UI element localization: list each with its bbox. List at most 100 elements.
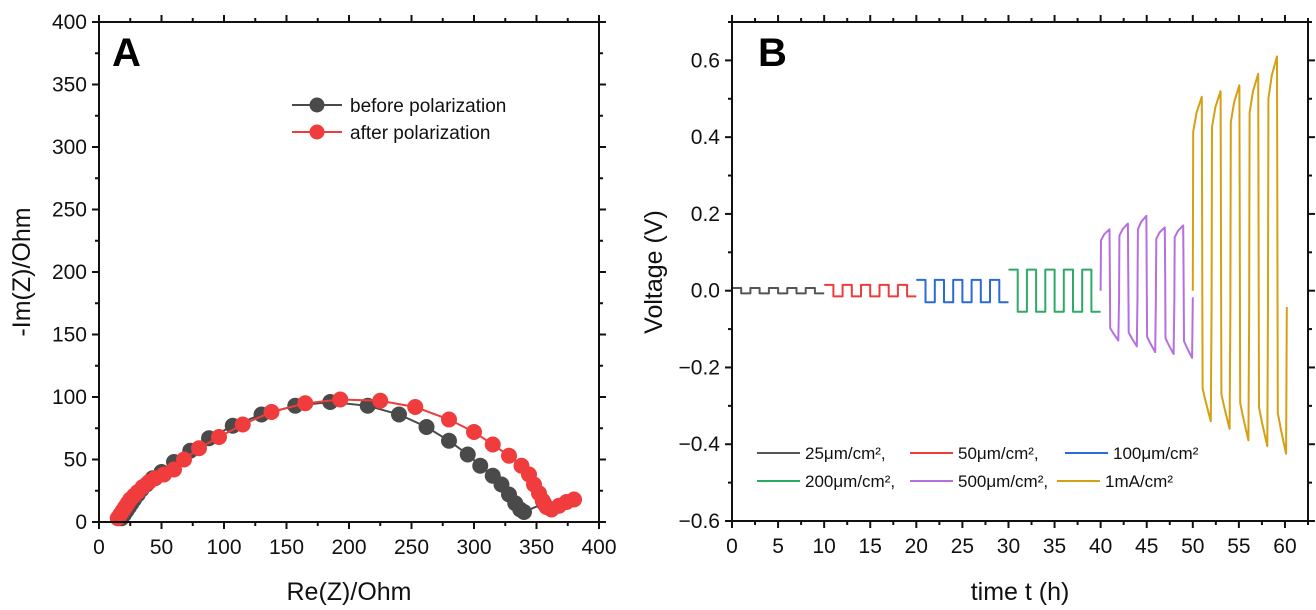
panel-a-series-layer xyxy=(109,391,582,527)
x-tick-label: 60 xyxy=(1273,535,1296,558)
panel-b-series-layer xyxy=(732,55,1288,455)
x-tick-label: 45 xyxy=(1135,535,1158,558)
legend-label: after polarization xyxy=(350,123,490,144)
x-tick-label: 55 xyxy=(1227,535,1250,558)
y-tick-label: 50 xyxy=(64,449,87,472)
x-tick-label: 200 xyxy=(331,536,366,559)
series-3 xyxy=(1008,268,1101,313)
y-tick-label: 100 xyxy=(52,386,87,409)
legend-item: 100μm/cm² xyxy=(1065,444,1199,463)
panel-b-voltage-chart: 0 5 10 15 20 25 30 35 40 45 50 55 60 −0.6 −0.4 −0.2 0.0 0… xyxy=(640,15,1315,606)
panel-a-ticks: 0 50 100 150 200 250 300 350 400 0 50 100 150 200 250 3… xyxy=(52,11,617,559)
legend-item: 25μm/cm², xyxy=(757,444,886,463)
data-point xyxy=(332,391,349,408)
y-tick-label: 400 xyxy=(52,11,87,34)
y-tick-label: −0.4 xyxy=(679,433,721,456)
legend-item: 200μm/cm², xyxy=(757,472,895,491)
data-point xyxy=(418,419,435,435)
panel-a-xlabel: Re(Z)/Ohm xyxy=(287,578,412,606)
data-point xyxy=(516,504,532,520)
series-5 xyxy=(1191,55,1288,455)
series-0 xyxy=(732,287,825,295)
panel-a-plot-frame xyxy=(98,21,600,523)
y-tick-label: 0.0 xyxy=(691,280,720,303)
data-point xyxy=(372,392,389,409)
x-tick-label: 0 xyxy=(93,536,105,559)
series-line xyxy=(1099,214,1194,359)
legend-label: 1mA/cm² xyxy=(1105,472,1173,491)
y-tick-label: 300 xyxy=(52,136,87,159)
x-tick-label: 350 xyxy=(519,536,554,559)
panel-b-legend: 25μm/cm², 50μm/cm², 100μm/cm² 200μm/cm², 500… xyxy=(757,444,1199,491)
y-tick-label: 200 xyxy=(52,261,87,284)
data-point xyxy=(407,399,424,415)
legend-label: 25μm/cm², xyxy=(805,444,886,463)
series-line xyxy=(732,287,825,295)
y-tick-label: 150 xyxy=(52,324,87,347)
data-point xyxy=(472,457,489,474)
legend-item: 50μm/cm², xyxy=(910,444,1039,463)
data-point xyxy=(391,406,407,423)
series-1 xyxy=(824,283,917,298)
x-tick-label: 15 xyxy=(859,535,882,558)
x-tick-label: 150 xyxy=(269,536,304,559)
x-tick-label: 0 xyxy=(726,535,738,558)
data-point xyxy=(176,451,192,468)
legend-item: 500μm/cm², xyxy=(910,472,1048,491)
data-point xyxy=(211,429,227,445)
x-tick-label: 250 xyxy=(394,536,429,559)
data-point xyxy=(459,446,476,463)
data-point xyxy=(234,416,251,433)
series-line xyxy=(916,278,1009,304)
data-point xyxy=(566,491,582,508)
y-tick-label: 0 xyxy=(75,511,87,534)
x-tick-label: 50 xyxy=(150,536,173,559)
data-point xyxy=(191,440,207,457)
panel-a-legend: before polarization after polarization xyxy=(292,96,506,144)
y-tick-label: −0.2 xyxy=(679,356,720,379)
y-tick-label: 250 xyxy=(52,199,87,222)
panel-b-ticks: 0 5 10 15 20 25 30 35 40 45 50 55 60 −0.6 −0.4 −0.2 0.0 0… xyxy=(679,15,1315,558)
y-tick-label: 350 xyxy=(52,74,87,97)
legend-label: before polarization xyxy=(350,96,506,117)
data-point xyxy=(466,424,482,440)
x-tick-label: 40 xyxy=(1089,535,1112,558)
y-tick-label: 0.2 xyxy=(691,203,720,226)
x-tick-label: 300 xyxy=(456,536,491,559)
panel-b-ylabel: Voltage (V) xyxy=(640,210,668,334)
y-tick-label: 0.4 xyxy=(691,126,721,149)
legend-label: 50μm/cm², xyxy=(958,444,1039,463)
x-tick-label: 30 xyxy=(997,535,1020,558)
data-point xyxy=(441,411,457,428)
x-tick-label: 35 xyxy=(1043,535,1066,558)
x-tick-label: 10 xyxy=(812,535,835,558)
x-tick-label: 20 xyxy=(905,535,928,558)
panel-a-impedance-chart: 0 50 100 150 200 250 300 350 400 0 50 100 150 200 250 3… xyxy=(8,11,617,606)
x-tick-label: 50 xyxy=(1181,535,1204,558)
panel-b-plot-frame xyxy=(731,21,1309,522)
x-tick-label: 100 xyxy=(206,536,241,559)
series-2 xyxy=(916,278,1009,304)
legend-marker xyxy=(309,124,325,140)
legend-label: 200μm/cm², xyxy=(805,472,895,491)
panel-a-ylabel: -Im(Z)/Ohm xyxy=(8,207,36,336)
y-tick-label: 0.6 xyxy=(691,49,720,72)
series-line xyxy=(1008,268,1101,313)
x-tick-label: 5 xyxy=(772,535,784,558)
y-tick-label: −0.6 xyxy=(679,510,720,533)
panel-a-letter: A xyxy=(112,31,141,75)
x-tick-label: 25 xyxy=(951,535,974,558)
series-after-polarization xyxy=(109,391,582,527)
series-4 xyxy=(1099,214,1194,359)
data-point xyxy=(263,404,280,420)
data-point xyxy=(297,395,314,412)
panel-b-xlabel: time t (h) xyxy=(971,578,1070,606)
legend-label: 500μm/cm², xyxy=(958,472,1048,491)
legend-marker xyxy=(309,97,325,113)
series-line xyxy=(824,283,917,298)
data-point xyxy=(166,461,182,478)
data-point xyxy=(501,447,517,464)
x-tick-label: 400 xyxy=(581,536,616,559)
data-point xyxy=(359,397,376,414)
